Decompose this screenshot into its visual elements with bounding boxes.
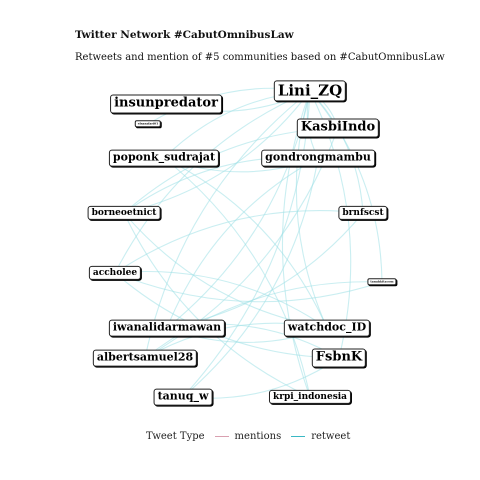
node-kasbi[interactable]: KasbiIndo: [296, 118, 380, 138]
edge-lini-albertsamuel28: [144, 90, 311, 359]
node-lini[interactable]: Lini_ZQ: [273, 80, 347, 102]
node-small1[interactable]: elsasafari01: [134, 120, 162, 128]
node-borneoetnict[interactable]: borneoetnict: [87, 205, 161, 221]
legend: Tweet Type mentions retweet: [146, 431, 350, 442]
edge-watchdoc-poponk: [163, 157, 328, 329]
edge-small2-accholee: [114, 272, 383, 303]
node-watchdoc[interactable]: watchdoc_ID: [283, 319, 371, 337]
edge-watchdoc-accholee: [114, 270, 328, 329]
node-iwanalidarmawan[interactable]: iwanalidarmawan: [108, 319, 226, 337]
node-small2[interactable]: tanahkitacom: [367, 278, 397, 286]
edge-gondrong-iwanalidarmawan: [166, 157, 319, 329]
chart-subtitle: Retweets and mention of #5 communities b…: [75, 52, 445, 63]
node-insunpredator[interactable]: insunpredator: [110, 94, 222, 114]
legend-retweet-key: [291, 436, 306, 437]
node-albertsamuel28[interactable]: albertsamuel28: [92, 349, 198, 367]
node-gondrong[interactable]: gondrongmambu: [261, 149, 375, 167]
legend-retweet-label: retweet: [311, 431, 351, 442]
node-accholee[interactable]: accholee: [88, 265, 142, 281]
edge-krpi-poponk: [163, 157, 311, 398]
edge-small2-albertsamuel28: [144, 281, 383, 359]
edge-lini-small2: [309, 90, 383, 283]
edge-lini-iwanalidarmawan: [166, 90, 311, 329]
node-brnfscst[interactable]: brnfscst: [338, 205, 388, 221]
edge-lini-tanuq: [182, 90, 311, 398]
chart-title: Twitter Network #CabutOmnibusLaw: [75, 29, 294, 41]
node-fsbnk[interactable]: FsbnK: [311, 348, 367, 368]
legend-title: Tweet Type: [146, 431, 205, 442]
node-tanuq[interactable]: tanuq_w: [153, 388, 213, 406]
node-poponk[interactable]: poponk_sudrajat: [108, 149, 220, 167]
legend-mentions-label: mentions: [234, 431, 282, 442]
edge-lini-borneoetnict: [123, 90, 311, 214]
legend-mentions-key: [214, 436, 229, 437]
node-krpi[interactable]: krpi_indonesia: [268, 389, 352, 405]
edge-brnfscst-accholee: [114, 210, 364, 274]
